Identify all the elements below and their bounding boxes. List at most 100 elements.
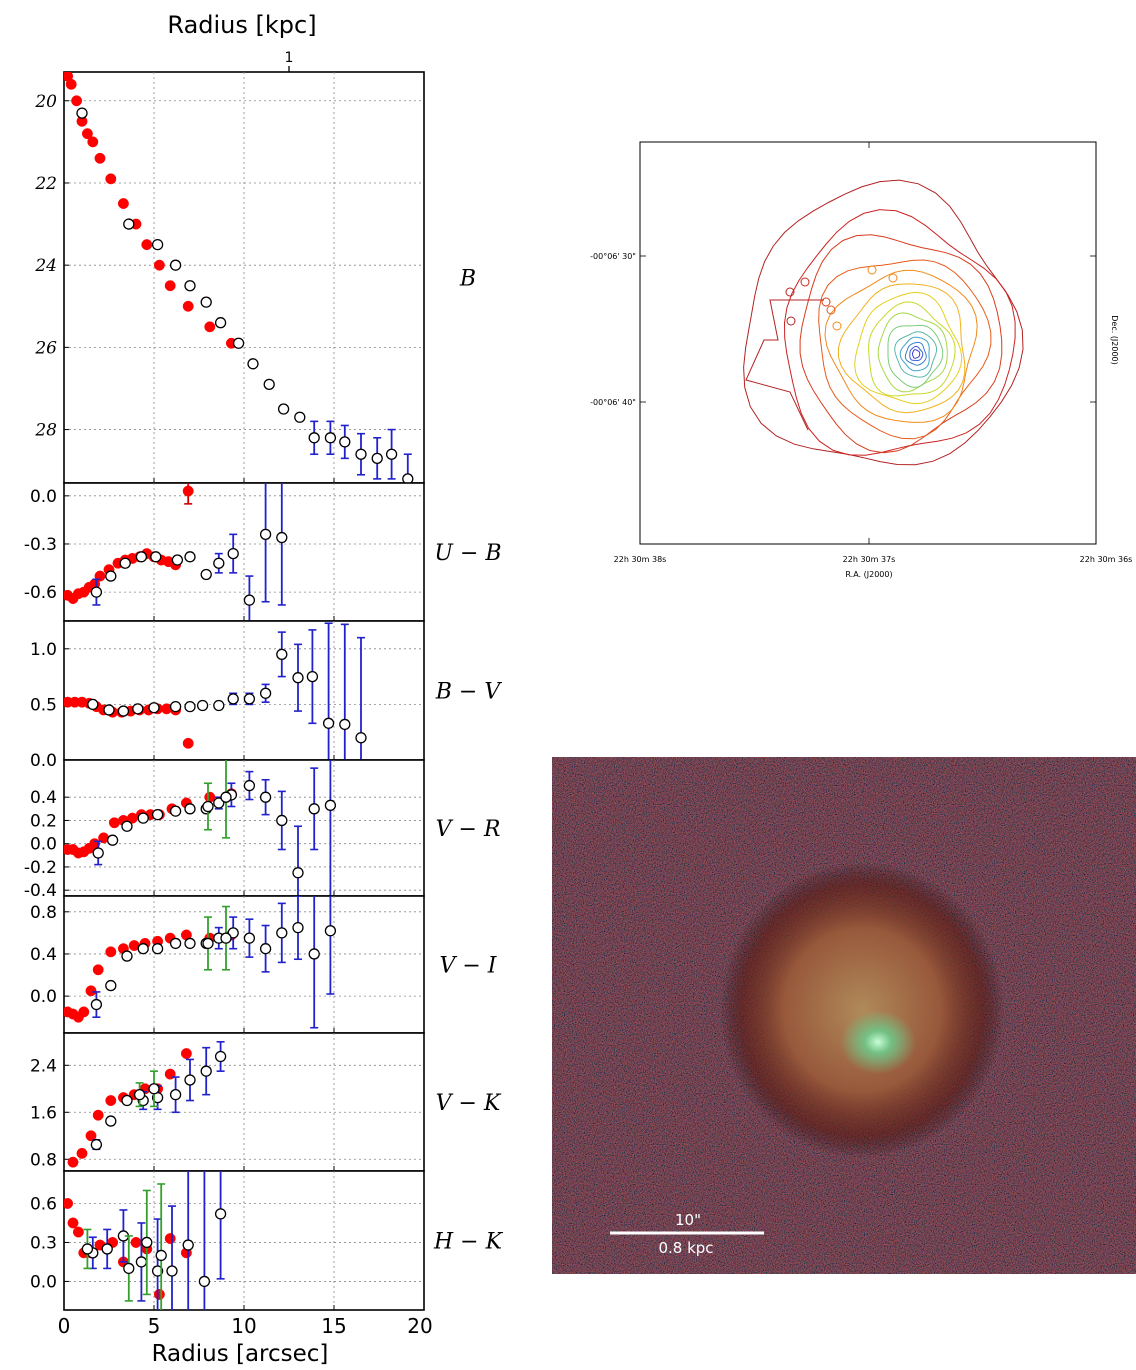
contour-ticks [640,142,1096,544]
open-point [117,705,130,717]
panel-V-R: 0.4 0.2 0.0 -0.2 -0.4 V − R [24,759,500,901]
y-tick-label: -0.3 [24,535,57,555]
panel-label: U − B [434,541,501,566]
scale-label-arcsec: 10" [675,1211,701,1229]
filled-point [130,1236,142,1248]
panel-label: H − K [433,1230,504,1255]
open-point [202,937,214,950]
top-axis-tick: 1 [285,50,294,66]
filled-point [81,128,93,140]
open-point [385,448,398,460]
panel-B-V: 1.0 0.5 0.0 B − V [30,620,502,771]
data-points [64,622,367,760]
profile-panels: 20 22 24 26 28 B 0.0 -0.3 -0.6 U − B 1.0 0.5 0.0 B − … [24,71,504,1311]
filled-point [94,152,106,164]
open-point [276,927,288,939]
y-tick-label: 26 [34,338,57,358]
open-point [322,717,335,729]
open-point [169,259,182,271]
open-point [371,452,383,464]
y-tick-label: 0.0 [30,835,57,855]
open-point [292,672,304,684]
filled-point [64,1198,74,1209]
y-tick-label: 20 [34,92,57,112]
open-point [292,921,304,934]
contour-line [877,312,948,393]
filled-point [204,791,216,803]
panel-label: V − K [436,1091,502,1116]
open-point [259,687,272,699]
open-point [133,1089,146,1101]
open-point [339,436,351,448]
bottom-tick-0: 0 [58,1314,71,1338]
open-point [148,702,160,714]
filled-point [92,964,104,976]
open-point [232,337,245,349]
filled-point [65,78,77,90]
contour-line [783,209,1016,456]
open-point [121,950,133,962]
open-point [292,867,304,879]
bottom-axis-label: Radius [arcsec] [152,1341,329,1367]
open-point [308,803,320,815]
open-point [169,700,182,713]
contour-blob [786,316,796,326]
open-point [276,814,288,827]
open-point [151,808,164,821]
y-tick-label: -0.6 [24,583,57,603]
contour-line [887,324,944,388]
open-point [76,107,88,119]
y-tick-label: 24 [34,256,57,276]
open-point [137,943,149,955]
top-axis-label: Radius [kpc] [167,11,316,39]
open-point [90,1138,103,1151]
open-point [123,218,135,230]
open-point [101,1243,113,1255]
open-point [308,432,320,444]
y-tick-label: 2.4 [30,1056,57,1076]
open-point [135,1256,148,1268]
open-point [324,432,337,444]
open-point [106,834,119,846]
y-tick-label: 22 [34,174,57,194]
open-point [141,1236,153,1249]
contour-blob [867,265,877,275]
open-point [263,378,275,391]
filled-point [153,259,165,271]
open-point [105,1115,117,1127]
open-point [243,932,256,944]
panel-frame [63,895,425,1034]
open-point [200,296,212,308]
contour-blob [832,321,842,331]
filled-point [108,817,120,829]
open-point [324,925,337,937]
panel-label: V − I [440,954,498,979]
contour-blob [821,297,831,307]
open-point [276,531,288,544]
contour-line [837,283,966,414]
open-point [247,358,259,370]
filled-point [67,1156,79,1168]
open-point [259,943,272,955]
open-point [294,411,306,423]
open-point [308,948,320,960]
filled-point [141,239,153,251]
bottom-tick-5: 5 [148,1314,161,1338]
contour-ytick-2: -00°06' 40" [590,398,636,407]
bottom-tick-15: 15 [321,1314,346,1338]
panel-V-K: 2.4 1.6 0.8 V − K [30,1032,502,1172]
data-points [64,896,337,1029]
open-point [198,1275,211,1288]
filled-point [92,1109,104,1121]
open-point [87,698,99,711]
open-point [148,1083,160,1095]
filled-point [71,95,83,107]
contour-line [854,291,963,405]
open-point [243,779,256,792]
open-point [227,693,239,705]
y-tick-label: 28 [34,421,57,441]
filled-point [180,1048,192,1060]
open-point [276,648,288,661]
contour-line [824,269,978,423]
galaxy-halo [720,862,1004,1158]
